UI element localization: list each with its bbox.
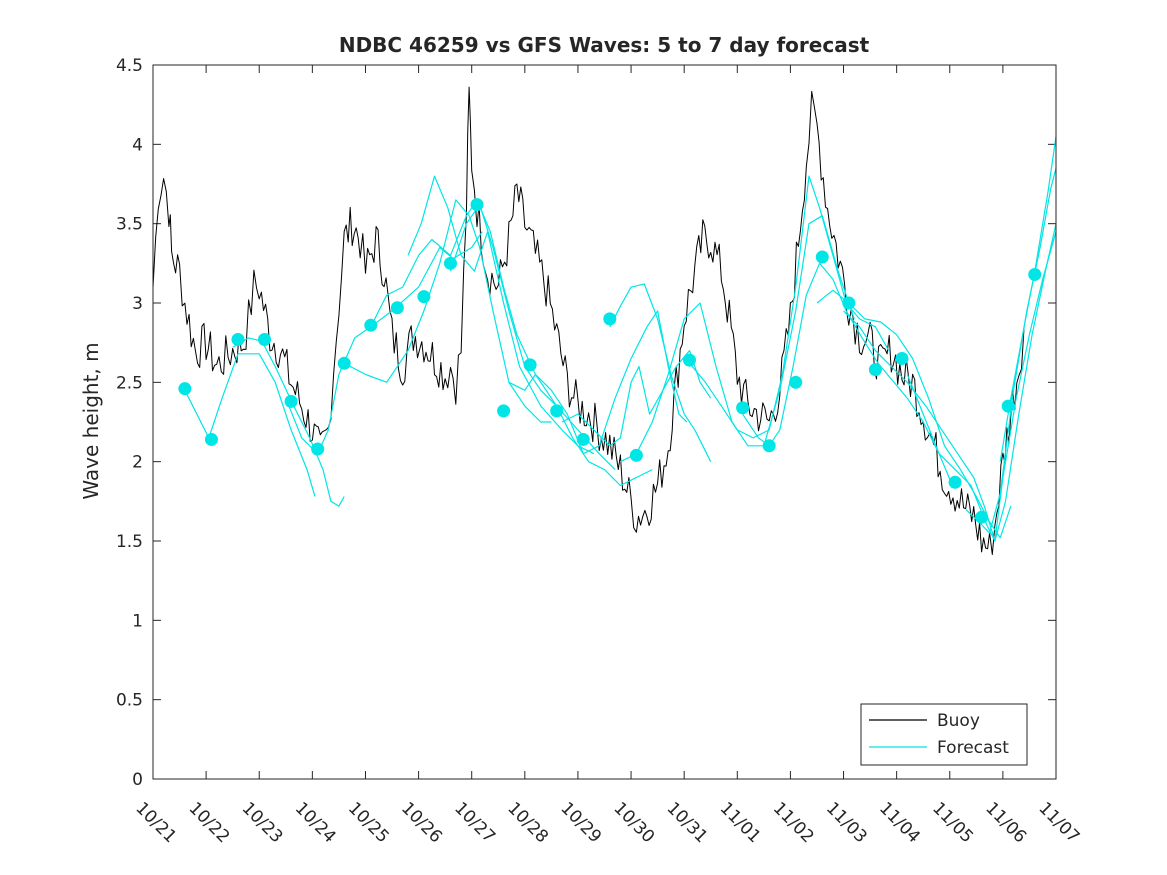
plot-area: 00.511.522.533.544.510/21 10/22 10/23 10/24… [116,56,1083,847]
forecast-marker [895,352,909,366]
forecast-series-line [232,337,345,507]
y-tick-label: 0.5 [116,691,143,711]
forecast-marker [1028,267,1042,281]
forecast-marker [682,353,696,367]
y-axis-label: Wave height, m [79,342,103,499]
forecast-marker [736,401,750,415]
forecast-series-line [343,199,552,423]
y-tick-label: 3 [132,294,143,314]
forecast-series-line [561,350,712,447]
forecast-series-line [843,223,1056,542]
forecast-marker [337,356,351,370]
y-tick-label: 3.5 [116,215,143,235]
forecast-marker [443,256,457,270]
buoy-series-line [153,86,1025,555]
y-tick-label: 0 [132,770,143,790]
legend-box [860,703,1028,766]
forecast-series-line [184,353,316,497]
forecast-marker [390,301,404,315]
forecast-marker [470,198,484,212]
y-tick-label: 4 [132,135,143,155]
forecast-marker [868,363,882,377]
forecast-marker [523,358,537,372]
forecast-series-line [965,167,1056,534]
legend-buoy-label: Buoy [937,711,980,731]
axes-box [152,64,1057,780]
forecast-marker [311,442,325,456]
forecast-series-line [449,204,653,487]
forecast-marker [364,318,378,332]
forecast-marker [815,250,829,264]
forecast-series-line [689,175,890,439]
forecast-marker [550,404,564,418]
legend-forecast-label: Forecast [937,738,1009,758]
forecast-marker [497,404,511,418]
forecast-marker [258,332,272,346]
forecast-marker [975,510,989,524]
forecast-marker [417,290,431,304]
forecast-marker [789,375,803,389]
legend: Buoy Forecast [860,703,1028,766]
forecast-marker [948,475,962,489]
forecast-marker [204,432,218,446]
forecast-series-line [609,283,712,462]
series-group [153,86,1056,555]
forecast-marker [284,394,298,408]
forecast-marker [231,332,245,346]
forecast-marker [576,432,590,446]
forecast-marker [1001,399,1015,413]
y-tick-label: 1 [132,611,143,631]
chart-title: NDBC 46259 vs GFS Waves: 5 to 7 day fore… [339,33,870,57]
forecast-marker [603,312,617,326]
forecast-series-line [620,215,855,463]
y-tick-label: 1.5 [116,532,143,552]
y-tick-label: 2.5 [116,373,143,393]
forecast-marker [178,382,192,396]
y-tick-label: 2 [132,453,143,473]
forecast-marker [842,296,856,310]
y-tick-label: 4.5 [116,56,143,76]
forecast-marker [762,439,776,453]
forecast-series-line [906,231,1056,542]
forecast-marker [629,448,643,462]
